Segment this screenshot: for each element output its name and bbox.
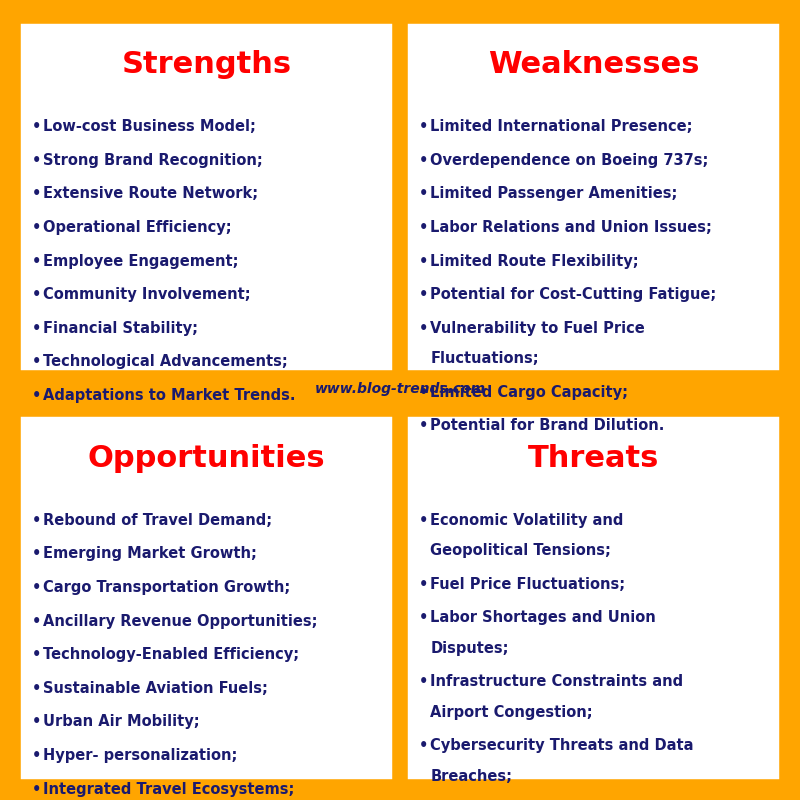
Text: Operational Efficiency;: Operational Efficiency; [43,220,232,235]
Text: Labor Shortages and Union: Labor Shortages and Union [430,610,656,626]
Text: •: • [32,321,42,336]
Text: Disputes;: Disputes; [430,641,509,656]
Text: Sustainable Aviation Fuels;: Sustainable Aviation Fuels; [43,681,268,696]
FancyBboxPatch shape [18,0,782,11]
Text: •: • [419,153,429,168]
Text: •: • [419,610,429,626]
Text: Limited Cargo Capacity;: Limited Cargo Capacity; [430,385,629,400]
Text: Airport Congestion;: Airport Congestion; [430,705,593,720]
Text: •: • [419,418,429,434]
Text: Hyper- personalization;: Hyper- personalization; [43,748,238,763]
Text: •: • [32,714,42,730]
Text: •: • [32,186,42,202]
Text: Employee Engagement;: Employee Engagement; [43,254,238,269]
Text: •: • [419,287,429,302]
Text: Low-cost Business Model;: Low-cost Business Model; [43,119,256,134]
Text: •: • [32,354,42,370]
Text: Breaches;: Breaches; [430,769,513,784]
FancyBboxPatch shape [18,414,395,782]
Text: •: • [419,738,429,754]
Text: •: • [32,513,42,528]
Text: •: • [419,321,429,336]
Text: •: • [32,580,42,595]
Text: Urban Air Mobility;: Urban Air Mobility; [43,714,200,730]
Text: Rebound of Travel Demand;: Rebound of Travel Demand; [43,513,272,528]
Text: •: • [419,186,429,202]
Text: •: • [419,577,429,592]
Text: Emerging Market Growth;: Emerging Market Growth; [43,546,257,562]
Text: Adaptations to Market Trends.: Adaptations to Market Trends. [43,388,296,403]
Text: Economic Volatility and: Economic Volatility and [430,513,624,528]
Text: Threats: Threats [528,444,659,473]
Text: •: • [419,385,429,400]
Text: •: • [32,287,42,302]
Text: Fluctuations;: Fluctuations; [430,351,539,366]
Text: Infrastructure Constraints and: Infrastructure Constraints and [430,674,683,690]
Text: Fuel Price Fluctuations;: Fuel Price Fluctuations; [430,577,626,592]
Text: Cargo Transportation Growth;: Cargo Transportation Growth; [43,580,290,595]
Text: Technology-Enabled Efficiency;: Technology-Enabled Efficiency; [43,647,299,662]
Text: Vulnerability to Fuel Price: Vulnerability to Fuel Price [430,321,645,336]
Text: •: • [419,220,429,235]
Text: Technological Advancements;: Technological Advancements; [43,354,288,370]
FancyBboxPatch shape [405,414,782,782]
Text: •: • [32,782,42,797]
Text: •: • [32,546,42,562]
Text: Potential for Brand Dilution.: Potential for Brand Dilution. [430,418,665,434]
FancyBboxPatch shape [18,21,395,373]
Text: Strengths: Strengths [122,50,291,79]
Text: •: • [419,513,429,528]
Text: Extensive Route Network;: Extensive Route Network; [43,186,258,202]
Text: Opportunities: Opportunities [87,444,326,473]
Text: •: • [32,748,42,763]
Text: Strong Brand Recognition;: Strong Brand Recognition; [43,153,263,168]
Text: •: • [32,647,42,662]
Text: Community Involvement;: Community Involvement; [43,287,251,302]
Text: •: • [419,119,429,134]
Text: Weaknesses: Weaknesses [488,50,699,79]
Text: Limited Route Flexibility;: Limited Route Flexibility; [430,254,639,269]
Text: •: • [419,254,429,269]
Text: Overdependence on Boeing 737s;: Overdependence on Boeing 737s; [430,153,709,168]
Text: •: • [32,220,42,235]
Text: •: • [32,681,42,696]
Text: Limited Passenger Amenities;: Limited Passenger Amenities; [430,186,678,202]
Text: •: • [32,614,42,629]
Text: Labor Relations and Union Issues;: Labor Relations and Union Issues; [430,220,712,235]
Text: Integrated Travel Ecosystems;: Integrated Travel Ecosystems; [43,782,294,797]
Text: Cybersecurity Threats and Data: Cybersecurity Threats and Data [430,738,694,754]
Text: Geopolitical Tensions;: Geopolitical Tensions; [430,543,611,558]
Text: Limited International Presence;: Limited International Presence; [430,119,693,134]
Text: Financial Stability;: Financial Stability; [43,321,198,336]
FancyBboxPatch shape [405,21,782,373]
Text: •: • [419,674,429,690]
Text: •: • [32,254,42,269]
Text: Potential for Cost-Cutting Fatigue;: Potential for Cost-Cutting Fatigue; [430,287,717,302]
Text: www.blog-trends.com: www.blog-trends.com [314,382,486,396]
Text: Ancillary Revenue Opportunities;: Ancillary Revenue Opportunities; [43,614,318,629]
Text: •: • [32,153,42,168]
Text: •: • [32,388,42,403]
Text: •: • [32,119,42,134]
